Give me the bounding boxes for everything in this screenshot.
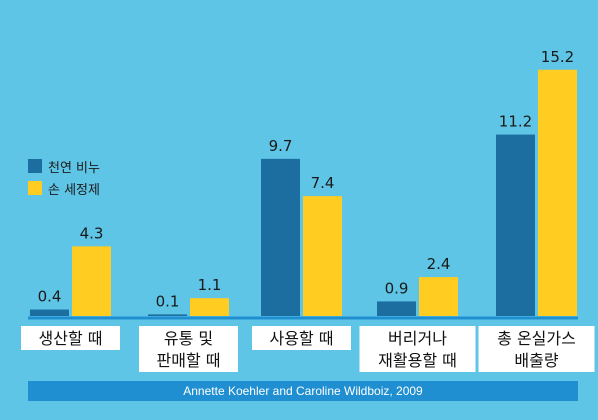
value-labels-group: 0.4 4.3 0.1 1.1 9.7 7.4 0.9 2.4 11.2 15.2 xyxy=(38,48,575,311)
category-label-box-disposal xyxy=(359,326,476,372)
legend-label-hand-sanitizer: 손 세정제 xyxy=(48,182,100,198)
bar-total-series-0 xyxy=(496,134,535,316)
category-label-disposal-line-0: 버리거나 xyxy=(388,329,447,348)
value-label-disposal-series-0: 0.9 xyxy=(385,279,409,297)
bar-disposal-series-0 xyxy=(377,301,416,316)
category-label-box-distribution xyxy=(139,326,238,372)
legend-swatch-hand-sanitizer xyxy=(28,181,42,195)
legend-item-hand-sanitizer: 손 세정제 xyxy=(28,177,100,199)
category-label-disposal-line-1: 재활용할 때 xyxy=(378,351,457,370)
bar-use-series-0 xyxy=(261,158,300,316)
value-label-production-series-1: 4.3 xyxy=(80,224,104,242)
category-label-box-total xyxy=(478,326,595,372)
bar-disposal-series-1 xyxy=(419,277,458,316)
category-label-distribution-line-0: 유통 및 xyxy=(164,329,213,348)
value-label-distribution-series-1: 1.1 xyxy=(198,276,222,294)
bar-use-series-1 xyxy=(303,196,342,316)
legend-swatch-natural-soap xyxy=(28,159,42,173)
legend-item-natural-soap: 천연 비누 xyxy=(28,155,100,177)
bars-group xyxy=(30,69,577,316)
category-label-distribution-line-1: 판매할 때 xyxy=(157,351,221,370)
value-label-production-series-0: 0.4 xyxy=(38,288,62,306)
category-label-production-line-0: 생산할 때 xyxy=(39,329,103,348)
value-label-total-series-0: 11.2 xyxy=(499,113,532,131)
category-label-box-production xyxy=(21,326,120,350)
value-label-distribution-series-0: 0.1 xyxy=(156,292,180,310)
value-label-total-series-1: 15.2 xyxy=(541,48,574,66)
legend-label-natural-soap: 천연 비누 xyxy=(48,160,100,176)
bar-total-series-1 xyxy=(538,69,577,316)
legend: 천연 비누 손 세정제 xyxy=(28,155,100,199)
bar-production-series-1 xyxy=(72,246,111,316)
value-label-disposal-series-1: 2.4 xyxy=(427,255,451,273)
value-label-use-series-1: 7.4 xyxy=(311,174,335,192)
category-label-use-line-0: 사용할 때 xyxy=(270,329,334,348)
category-label-total-line-0: 총 온실가스 xyxy=(497,329,576,348)
source-banner: Annette Koehler and Caroline Wildboiz, 2… xyxy=(28,381,578,401)
bar-distribution-series-1 xyxy=(190,298,229,316)
bar-distribution-series-0 xyxy=(148,314,187,316)
category-label-total-line-1: 배출량 xyxy=(514,351,558,370)
category-label-box-use xyxy=(252,326,351,350)
value-label-use-series-0: 9.7 xyxy=(269,137,293,155)
bar-production-series-0 xyxy=(30,309,69,316)
